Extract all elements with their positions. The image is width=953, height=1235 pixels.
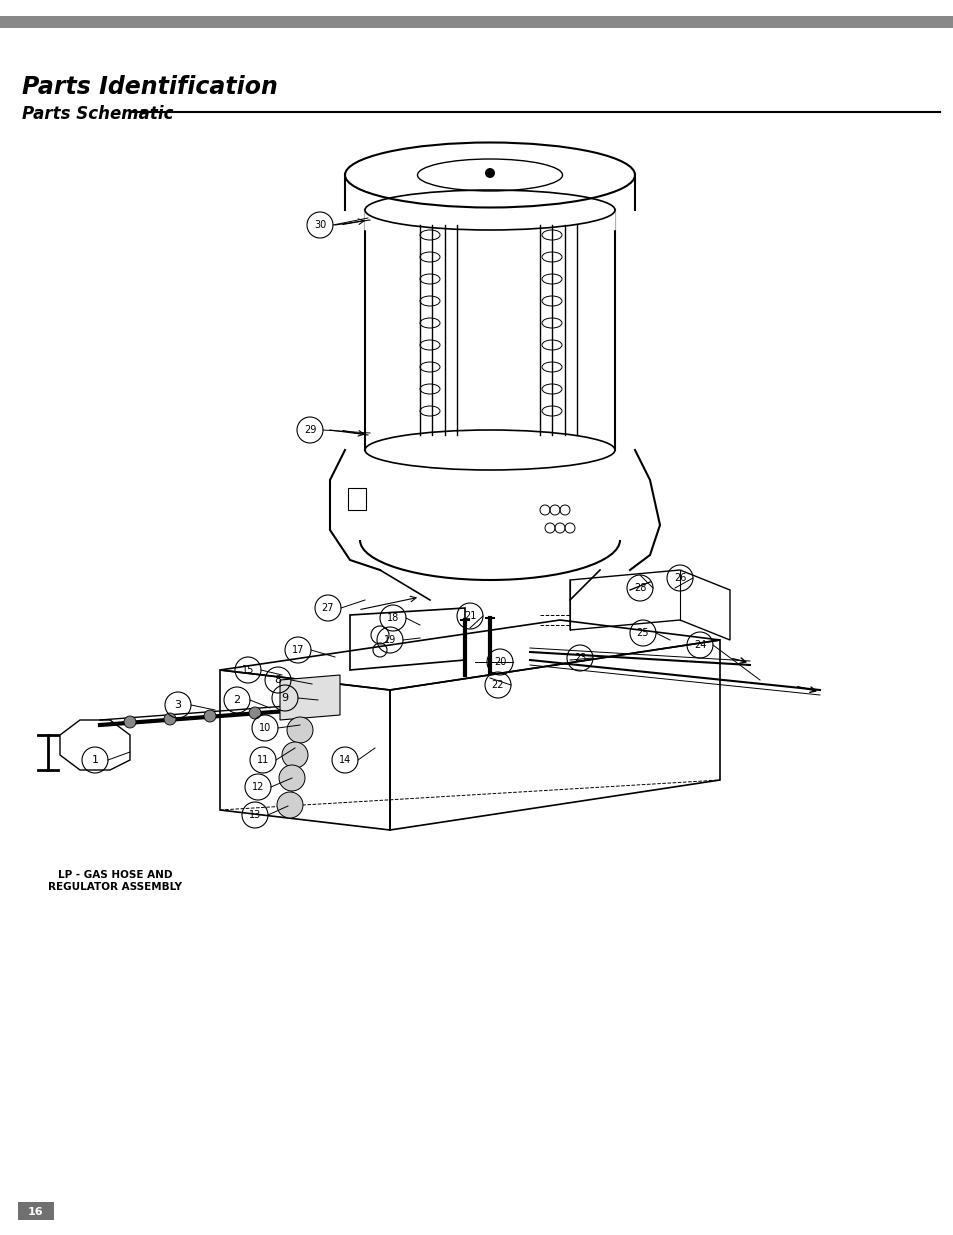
- Circle shape: [287, 718, 313, 743]
- Text: 16: 16: [29, 1207, 44, 1216]
- Text: 18: 18: [387, 613, 398, 622]
- Text: 23: 23: [573, 653, 585, 663]
- Text: 25: 25: [636, 629, 649, 638]
- Text: 30: 30: [314, 220, 326, 230]
- Text: 26: 26: [673, 573, 685, 583]
- Polygon shape: [365, 210, 385, 230]
- Text: 14: 14: [338, 755, 351, 764]
- Text: 1: 1: [91, 755, 98, 764]
- Text: 21: 21: [463, 611, 476, 621]
- Circle shape: [278, 764, 305, 790]
- Text: 8: 8: [274, 676, 281, 685]
- Circle shape: [204, 710, 215, 722]
- Text: 3: 3: [174, 700, 181, 710]
- Polygon shape: [595, 210, 615, 230]
- Text: 27: 27: [321, 603, 334, 613]
- Text: Parts Schematic: Parts Schematic: [22, 105, 173, 124]
- Circle shape: [249, 706, 261, 719]
- Text: 12: 12: [252, 782, 264, 792]
- Bar: [348, 488, 366, 510]
- Polygon shape: [280, 676, 339, 720]
- Text: 19: 19: [383, 635, 395, 645]
- Circle shape: [484, 168, 495, 178]
- Circle shape: [164, 713, 175, 725]
- Text: 17: 17: [292, 645, 304, 655]
- Circle shape: [282, 742, 308, 768]
- Text: LP - GAS HOSE AND
REGULATOR ASSEMBLY: LP - GAS HOSE AND REGULATOR ASSEMBLY: [48, 869, 182, 892]
- Text: 28: 28: [633, 583, 645, 593]
- Text: 22: 22: [491, 680, 504, 690]
- Circle shape: [276, 792, 303, 818]
- Text: 11: 11: [256, 755, 269, 764]
- Text: 29: 29: [303, 425, 315, 435]
- Bar: [18, 1202, 54, 1220]
- Text: 13: 13: [249, 810, 261, 820]
- Text: 20: 20: [494, 657, 506, 667]
- Text: 10: 10: [258, 722, 271, 734]
- Text: 15: 15: [241, 664, 253, 676]
- Circle shape: [124, 716, 136, 727]
- Text: 24: 24: [693, 640, 705, 650]
- Text: 9: 9: [281, 693, 288, 703]
- Text: Parts Identification: Parts Identification: [22, 75, 277, 99]
- Text: 2: 2: [233, 695, 240, 705]
- Bar: [0, 16, 953, 28]
